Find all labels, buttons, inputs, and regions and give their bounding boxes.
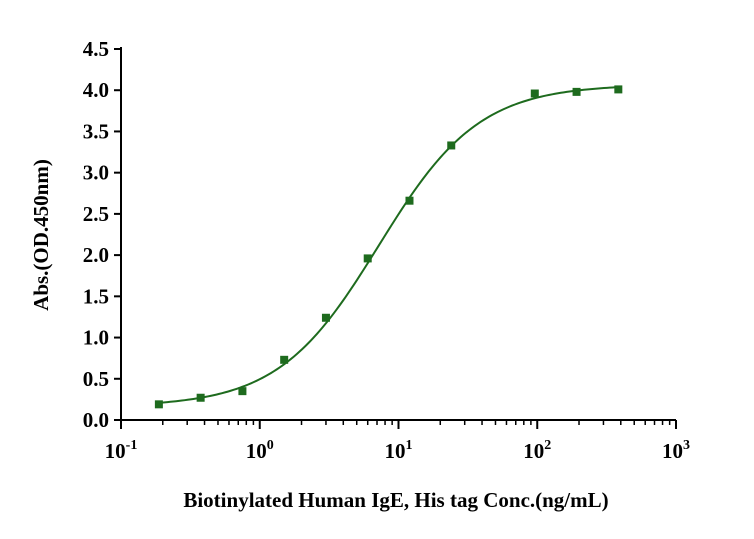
y-tick-label: 4.5: [83, 37, 109, 61]
data-point: [196, 393, 205, 402]
y-tick-label: 0.0: [83, 408, 109, 432]
x-tick-base: 10: [385, 439, 406, 463]
data-point: [363, 254, 372, 263]
x-tick-label: 103: [662, 438, 690, 463]
x-tick-exponent: 3: [683, 438, 690, 453]
fit-curve: [158, 86, 619, 404]
x-tick-label: 102: [523, 438, 551, 463]
data-point: [280, 355, 289, 364]
data-point: [530, 89, 539, 98]
y-tick-label: 1.0: [83, 326, 109, 350]
data-point: [572, 87, 581, 96]
y-tick-label: 1.5: [83, 284, 109, 308]
y-tick-label: 2.0: [83, 243, 109, 267]
y-tick-label: 4.0: [83, 78, 109, 102]
x-tick-base: 10: [523, 439, 544, 463]
x-tick-base: 10: [662, 439, 683, 463]
data-point: [447, 141, 456, 150]
y-tick-label: 3.0: [83, 161, 109, 185]
x-tick-exponent: 0: [267, 438, 274, 453]
x-axis-title: Biotinylated Human IgE, His tag Conc.(ng…: [183, 488, 608, 512]
y-axis-title: Abs.(OD.450nm): [29, 159, 53, 311]
x-tick-label: 101: [385, 438, 413, 463]
x-tick-exponent: 2: [544, 438, 551, 453]
data-point: [238, 387, 247, 396]
x-tick-label: 100: [246, 438, 274, 463]
y-tick-label: 3.5: [83, 119, 109, 143]
x-tick-label: 10-1: [105, 438, 138, 463]
x-tick-exponent: 1: [406, 438, 413, 453]
data-point: [321, 313, 330, 322]
y-tick-label: 0.5: [83, 367, 109, 391]
data-point: [614, 85, 623, 94]
x-tick-exponent: -1: [126, 438, 138, 453]
y-tick-label: 2.5: [83, 202, 109, 226]
data-point: [154, 400, 163, 409]
data-point: [405, 196, 414, 205]
x-tick-base: 10: [105, 439, 126, 463]
x-tick-base: 10: [246, 439, 267, 463]
